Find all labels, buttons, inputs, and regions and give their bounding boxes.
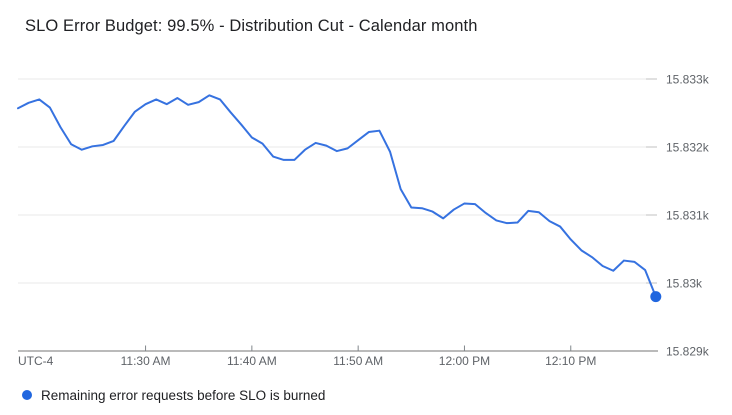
x-axis-label: 11:30 AM	[121, 354, 171, 368]
legend-label: Remaining error requests before SLO is b…	[41, 387, 326, 403]
y-axis-label: 15.831k	[666, 209, 710, 223]
y-axis-label: 15.83k	[666, 277, 703, 291]
x-axis-label: 12:00 PM	[439, 354, 490, 368]
series-line	[17, 94, 657, 298]
chart-title: SLO Error Budget: 99.5% - Distribution C…	[25, 17, 478, 35]
y-axis-label: 15.829k	[666, 345, 710, 359]
legend-item[interactable]: Remaining error requests before SLO is b…	[22, 386, 325, 404]
y-axis-label: 15.833k	[666, 73, 710, 87]
series-end-marker	[650, 291, 662, 303]
slo-burndown-chart[interactable]: 15.833k 15.832k 15.831k 15.83k 15.829k 11:30 …	[0, 0, 732, 380]
x-axis-label: 12:10 PM	[545, 354, 596, 368]
x-axis-label: 11:40 AM	[227, 354, 277, 368]
series-marker-icon	[22, 390, 32, 400]
timezone-label: UTC-4	[18, 354, 54, 368]
x-axis-label: 11:50 AM	[333, 354, 383, 368]
y-axis-label: 15.832k	[666, 141, 710, 155]
